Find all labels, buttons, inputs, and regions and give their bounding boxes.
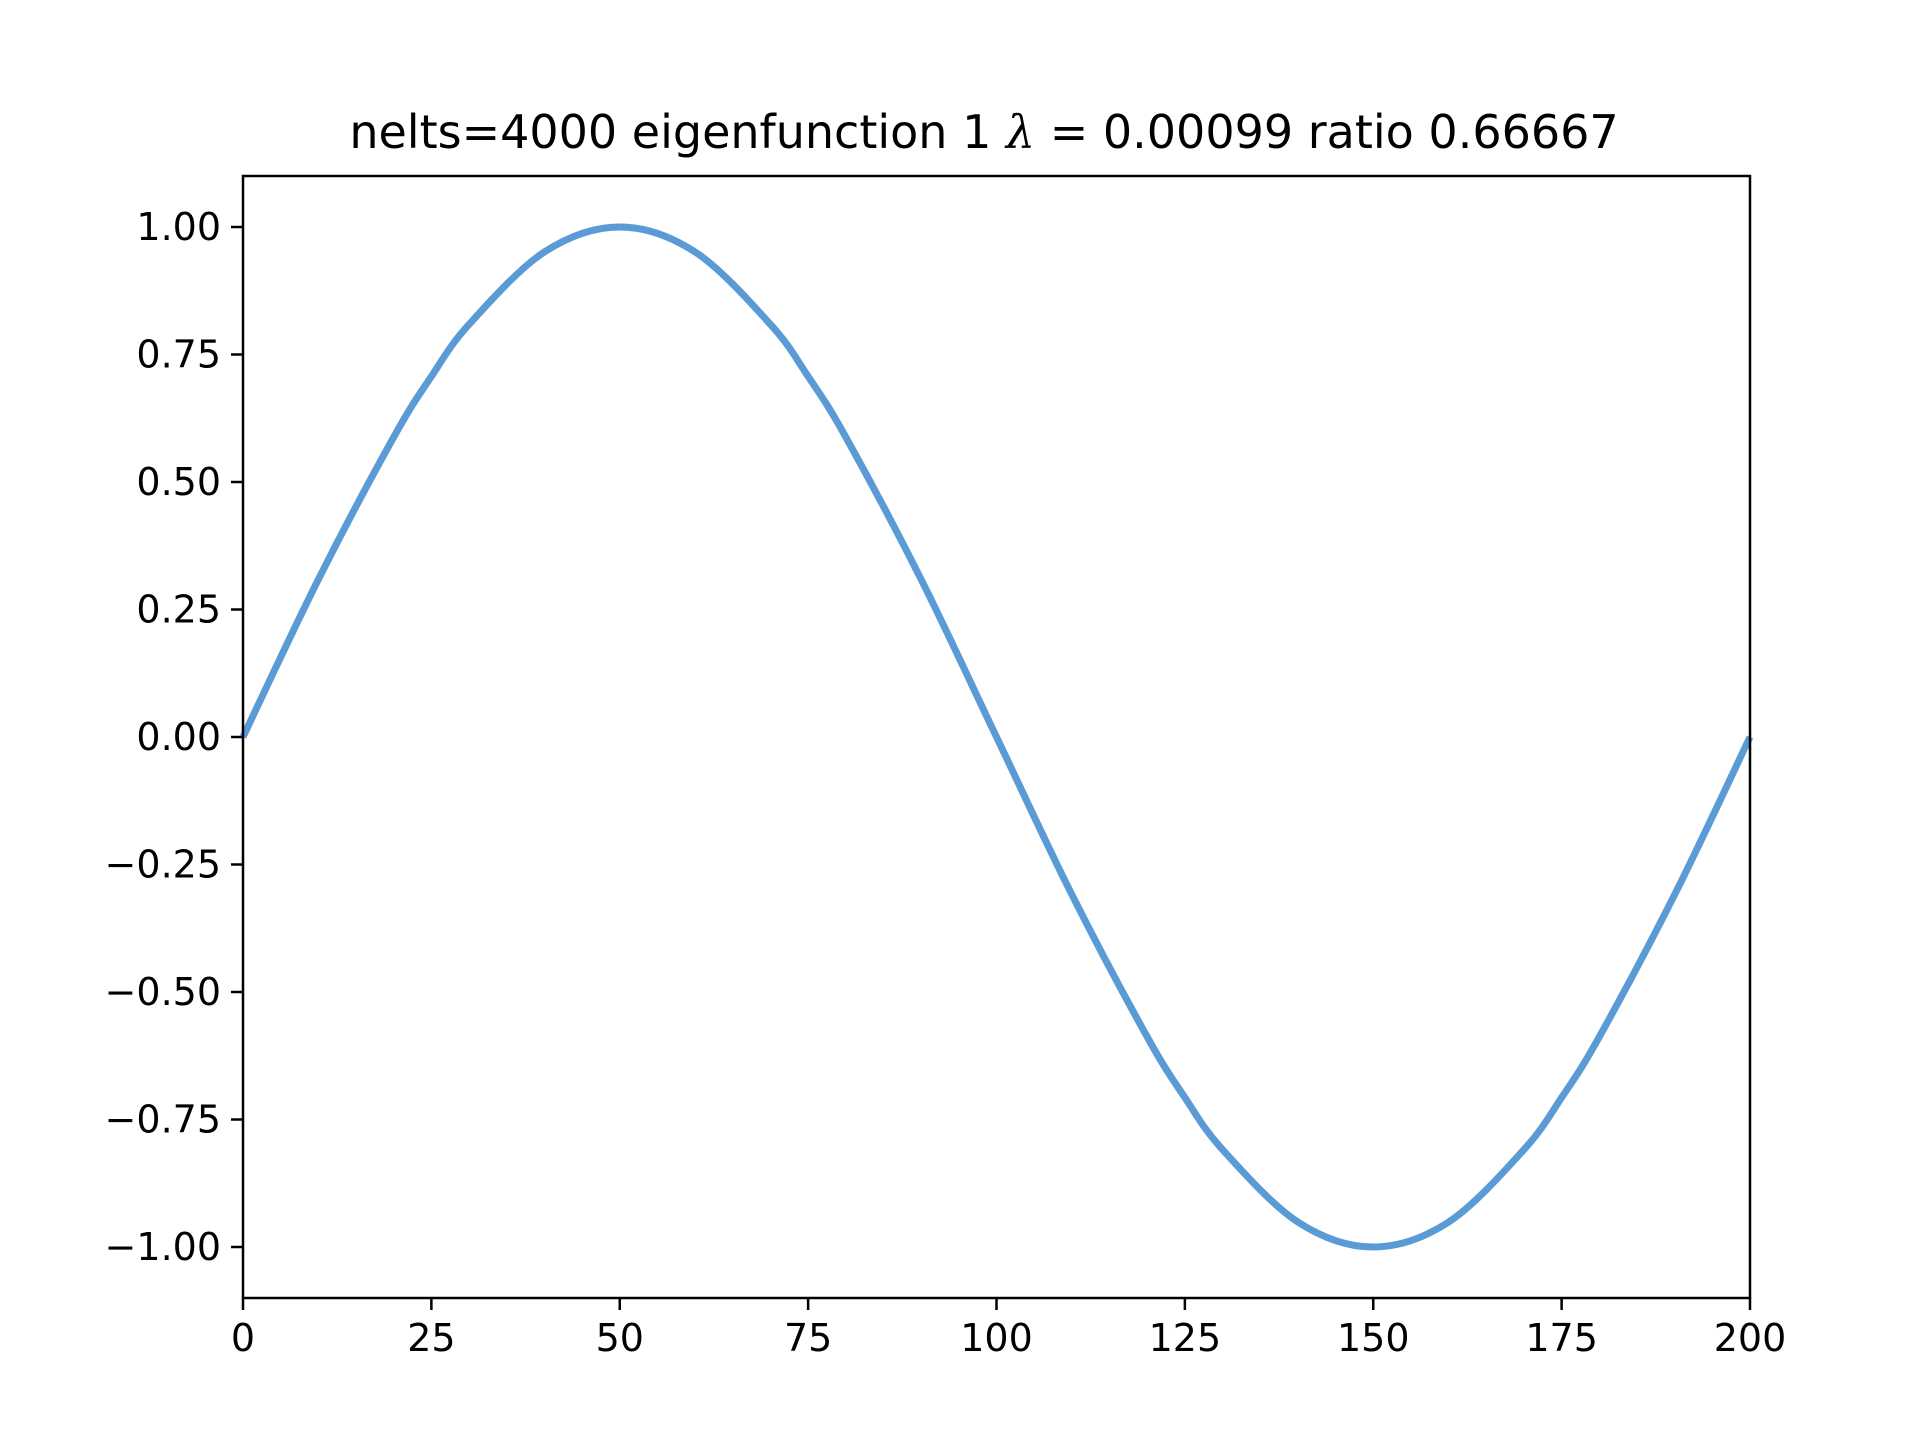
x-tick-label: 0 [231,1316,255,1360]
x-tick-label: 175 [1525,1316,1598,1360]
title-suffix: 0.00099 ratio 0.66667 [1103,105,1619,159]
plot-series [239,223,1754,1251]
plot-frame [241,174,1752,1300]
title-lambda: λ [1004,105,1035,159]
x-tick-label: 50 [596,1316,644,1360]
y-tick-label: 0.25 [136,588,221,632]
x-tick-label: 200 [1714,1316,1787,1360]
x-tick-label: 150 [1337,1316,1410,1360]
series-line [239,223,1754,1251]
y-tick-label: 0.00 [136,715,221,759]
y-tick-label: −0.25 [105,843,221,887]
y-tick-label: 1.00 [136,205,221,249]
x-axis-ticks: 0 25 50 75 100 125 150 175 200 [231,1298,1786,1360]
x-tick-label: 25 [407,1316,455,1360]
x-tick-label: 100 [960,1316,1033,1360]
title-prefix: nelts=4000 eigenfunction 1 [349,105,1006,159]
y-axis-ticks: 1.00 0.75 0.50 0.25 0.00 −0.25 −0.50 −0.75 −1.00 [105,205,243,1269]
y-tick-label: −1.00 [105,1225,221,1269]
y-tick-label: 0.50 [136,460,221,504]
y-tick-label: 0.75 [136,333,221,377]
chart-title: nelts=4000 eigenfunction 1 λ = 0.00099 r… [349,105,1618,159]
x-tick-label: 125 [1149,1316,1222,1360]
x-tick-label: 75 [784,1316,832,1360]
y-tick-label: −0.50 [105,970,221,1014]
y-tick-label: −0.75 [105,1098,221,1142]
title-equals: = [1035,105,1103,159]
